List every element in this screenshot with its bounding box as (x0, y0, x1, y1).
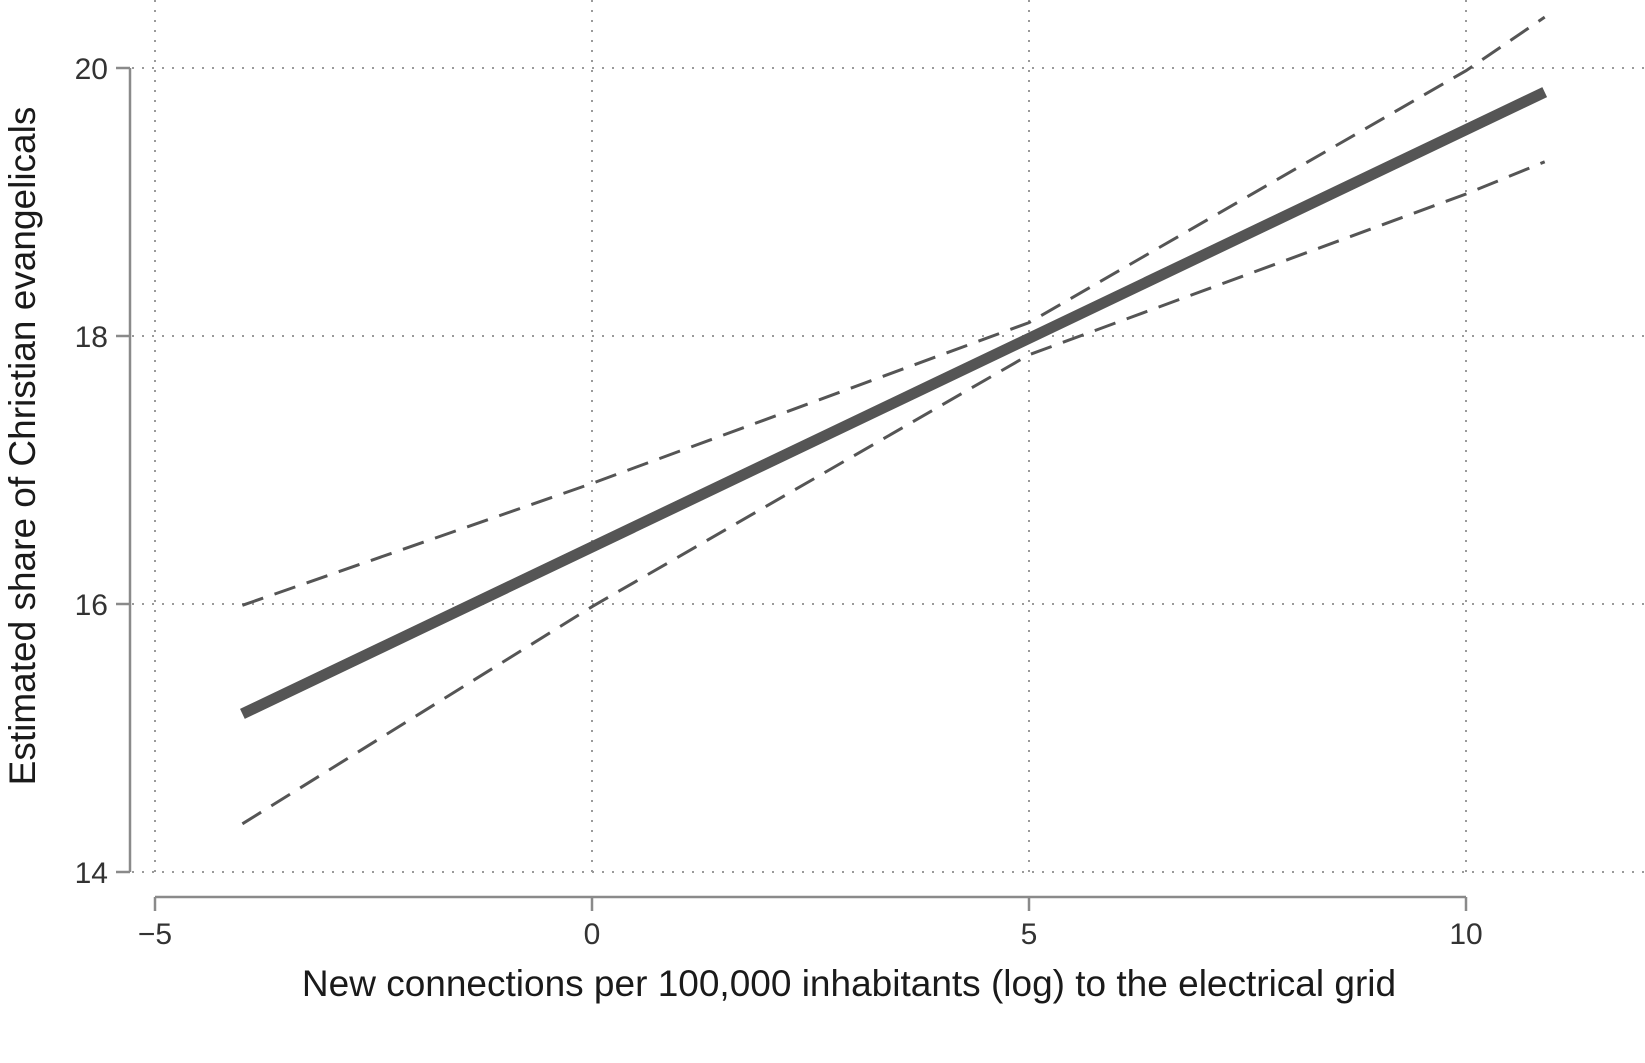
x-tick-label-2: 5 (1021, 918, 1038, 951)
x-tick-label-3: 10 (1449, 918, 1482, 951)
y-tick-label-14: 14 (75, 857, 108, 890)
y-tick-label-20: 20 (75, 53, 108, 86)
series-estimate (240, 87, 1548, 719)
series-lower-ci (241, 160, 1546, 826)
grid-lines (132, 0, 1645, 873)
x-tick-label-1: 0 (584, 918, 601, 951)
y-tick-label-18: 18 (75, 321, 108, 354)
y-axis-title: Estimated share of Christian evangelical… (2, 107, 43, 786)
y-tick-label-16: 16 (75, 589, 108, 622)
x-tick-label-0: −5 (138, 918, 172, 951)
series-lines (240, 15, 1548, 826)
tick-labels: 14 16 18 20 −5 0 5 10 (75, 53, 1483, 951)
axes (116, 66, 1468, 911)
x-axis-title: New connections per 100,000 inhabitants … (302, 963, 1396, 1004)
series-upper-ci (241, 15, 1546, 607)
